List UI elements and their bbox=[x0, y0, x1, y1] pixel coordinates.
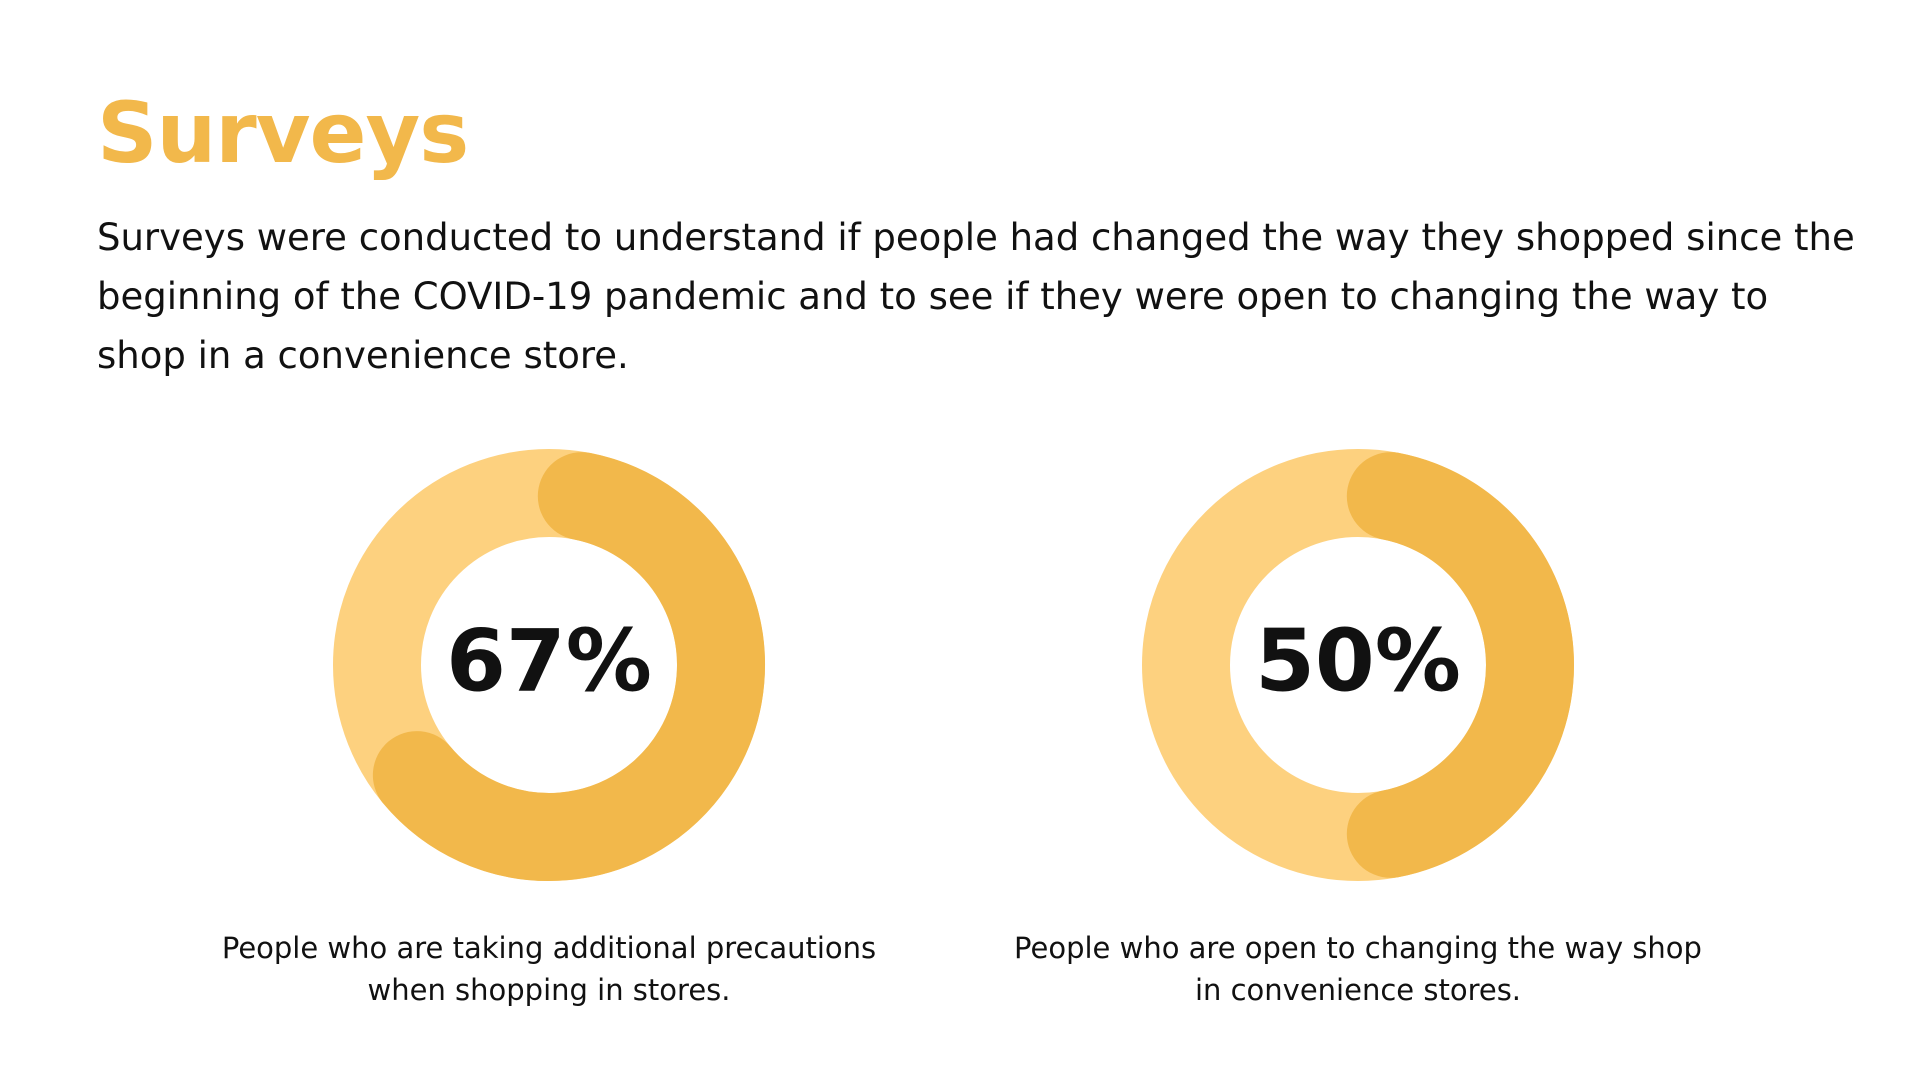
donut-caption-2: People who are open to changing the way … bbox=[1014, 931, 1702, 1007]
donut-value-label-1: 67% bbox=[446, 611, 652, 711]
donut-chart-1: 67% bbox=[329, 445, 769, 885]
donut-chart-2: 50% bbox=[1138, 445, 1578, 885]
donut-svg-2: 50% bbox=[1142, 449, 1574, 881]
donut-svg-1: 67% bbox=[333, 449, 765, 881]
donut-arc-2 bbox=[1346, 452, 1574, 878]
page-title: Surveys bbox=[97, 84, 469, 182]
donut-value-label-2: 50% bbox=[1255, 611, 1461, 711]
intro-paragraph: Surveys were conducted to understand if … bbox=[97, 216, 1855, 377]
donut-arc-1 bbox=[372, 452, 765, 881]
donut-caption-1: People who are taking additional precaut… bbox=[221, 931, 877, 1007]
